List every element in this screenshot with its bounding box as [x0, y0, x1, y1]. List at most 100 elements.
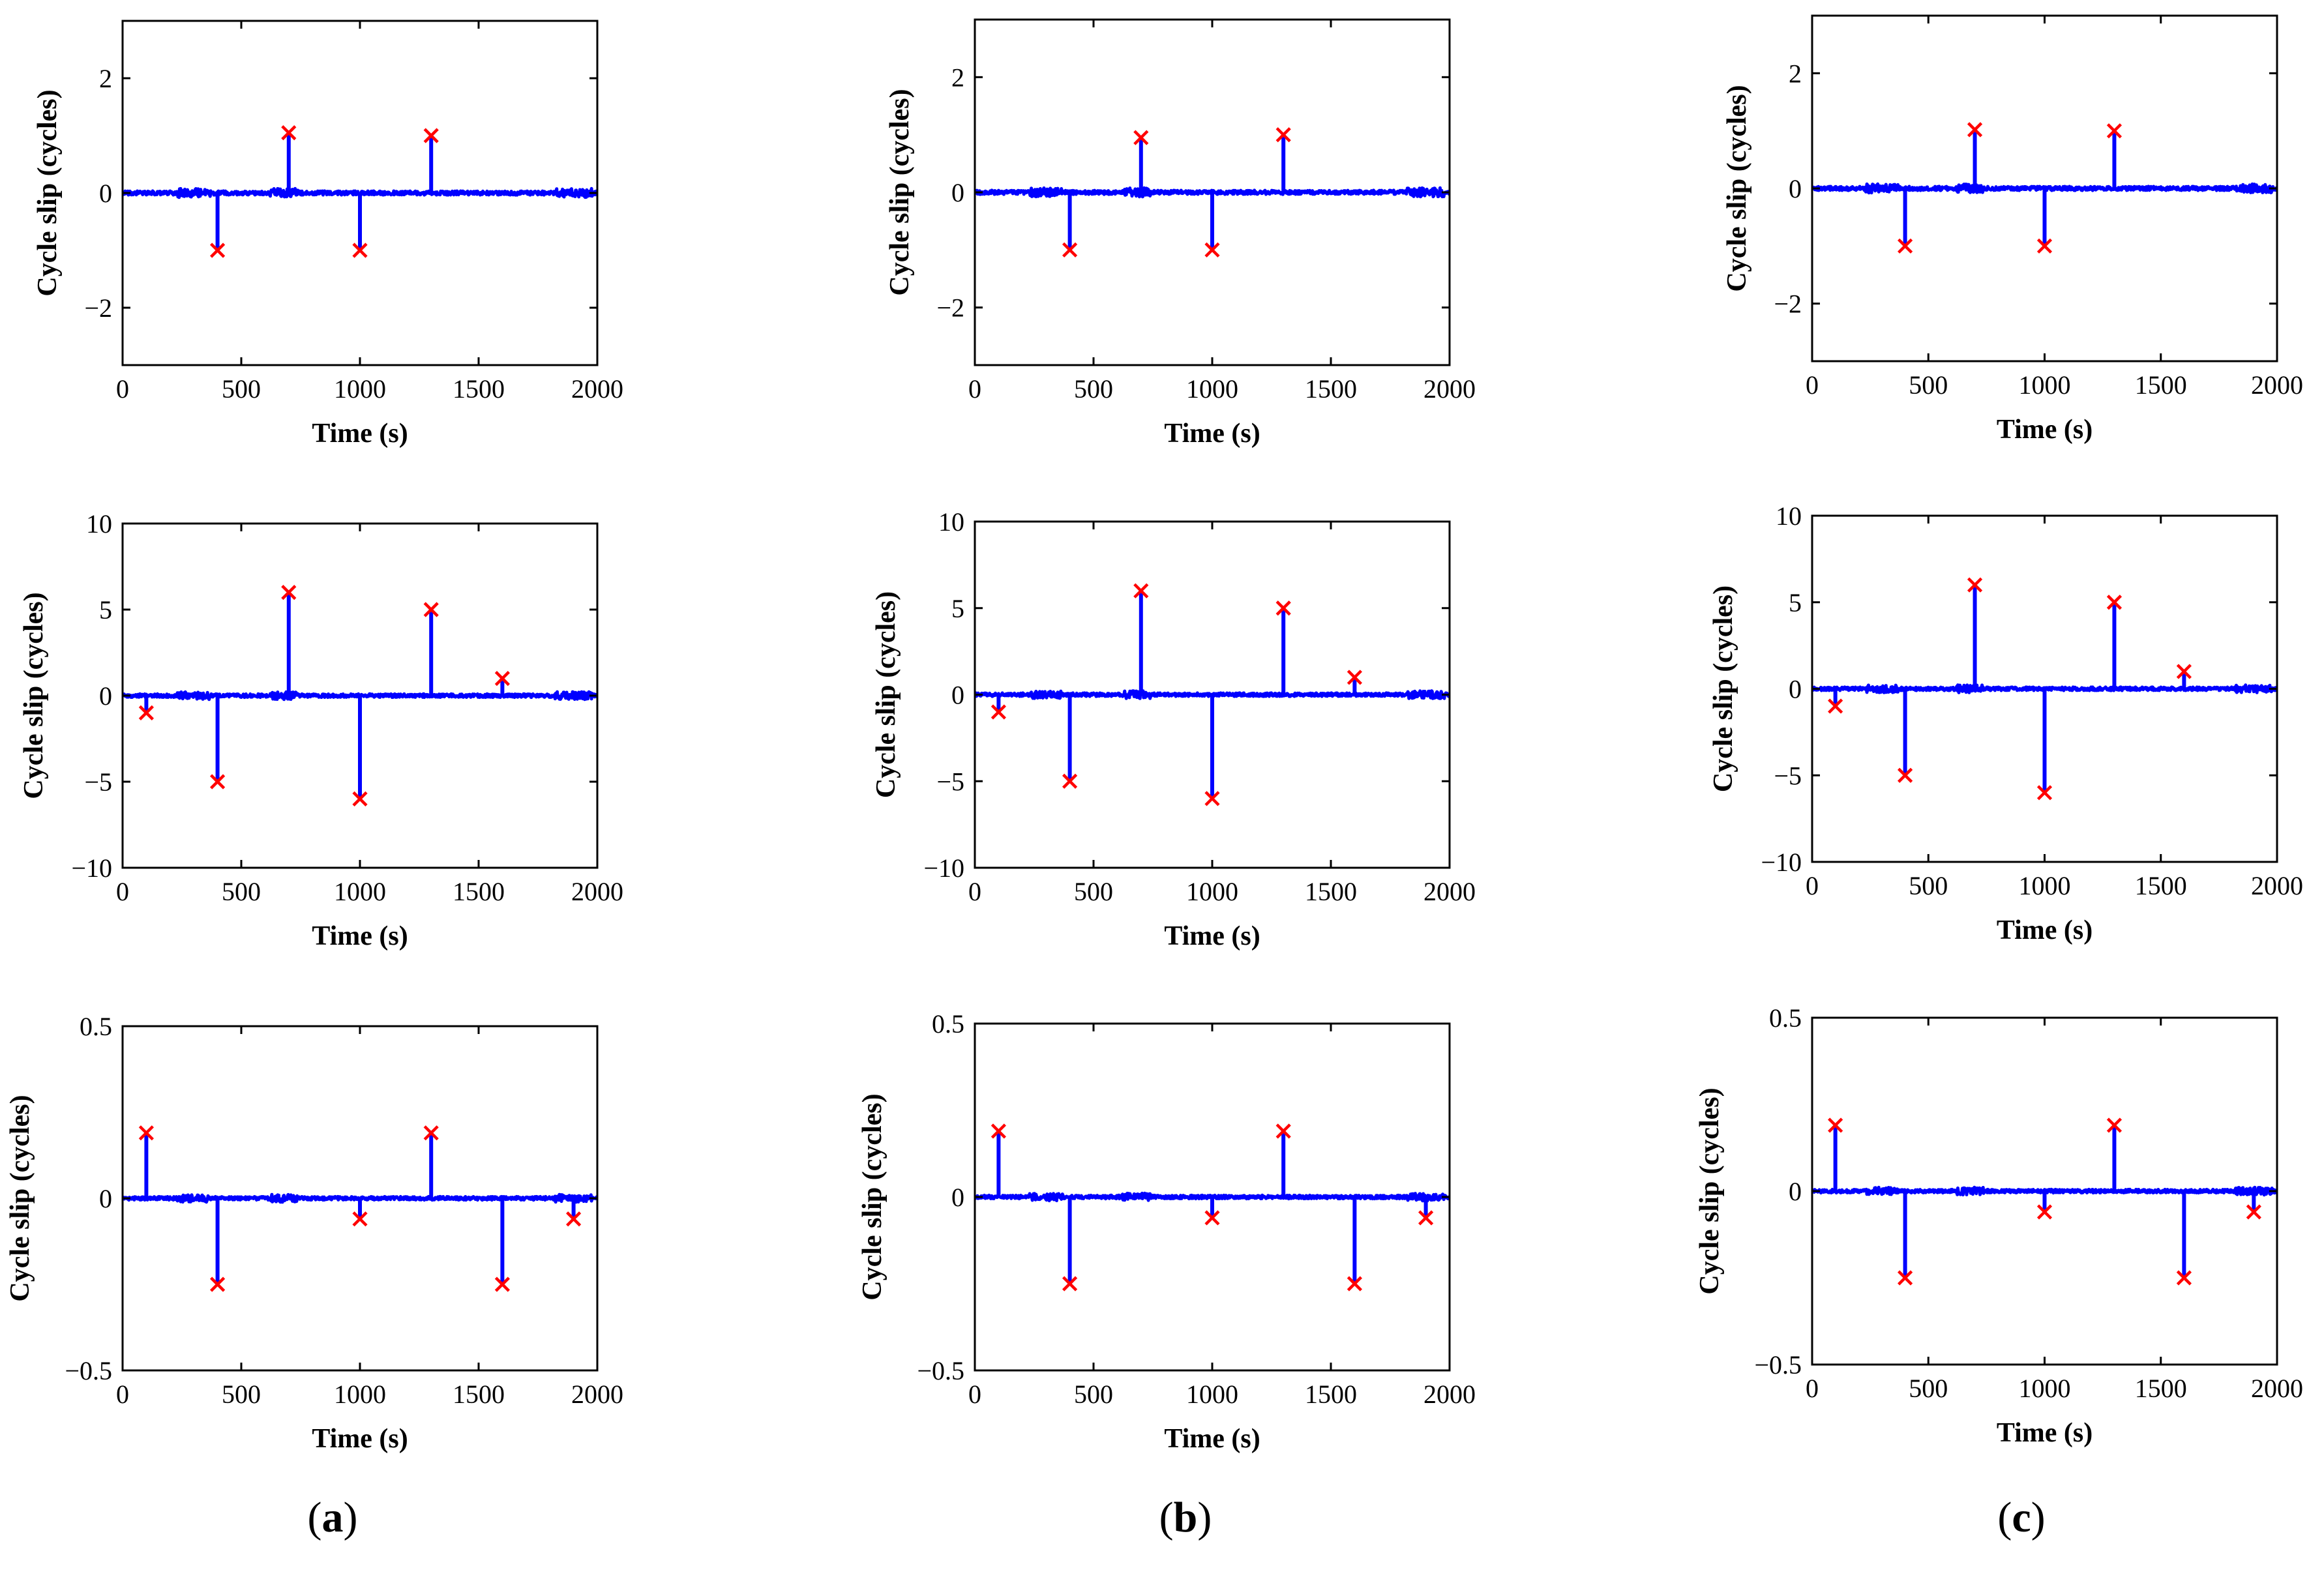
- x-tick-label: 500: [222, 374, 261, 404]
- x-tick-label: 0: [1806, 1374, 1819, 1403]
- slip-marker: [1967, 577, 1983, 593]
- y-tick-label: 0: [1789, 675, 1802, 704]
- panel-label-a: (a): [307, 1494, 358, 1541]
- slip-marker: [1275, 600, 1291, 616]
- y-axis-label: Cycle slip (cycles): [33, 89, 63, 296]
- slip-marker: [1967, 122, 1983, 138]
- x-tick-label: 1500: [453, 1380, 505, 1409]
- x-axis-label: Time (s): [1164, 1424, 1260, 1454]
- x-tick-label: 500: [1074, 374, 1113, 404]
- x-axis-label: Time (s): [1164, 419, 1260, 449]
- slip-marker: [1204, 791, 1220, 806]
- x-tick-label: 500: [1074, 877, 1113, 906]
- slip-marker: [2176, 664, 2192, 679]
- slip-marker: [138, 705, 154, 720]
- y-tick-label: −0.5: [1754, 1350, 1802, 1380]
- x-tick-label: 1500: [2135, 1374, 2187, 1403]
- x-tick-label: 2000: [1423, 877, 1476, 906]
- slip-marker: [423, 128, 439, 143]
- x-tick-label: 0: [116, 1380, 129, 1409]
- slip-marker: [494, 1277, 510, 1292]
- signal-line: [1812, 1185, 2277, 1197]
- slip-marker: [1898, 1270, 1913, 1286]
- x-tick-label: 1500: [1305, 1380, 1357, 1409]
- slip-marker: [494, 671, 510, 687]
- x-tick-label: 1500: [2135, 370, 2187, 400]
- y-tick-label: −5: [1774, 761, 1802, 790]
- panel-label-c: (c): [1997, 1494, 2046, 1541]
- x-tick-label: 1000: [2019, 871, 2071, 900]
- y-tick-label: 2: [951, 63, 964, 92]
- y-tick-label: −2: [1774, 289, 1802, 319]
- x-tick-label: 0: [116, 374, 129, 404]
- x-tick-label: 1500: [1305, 877, 1357, 906]
- x-tick-label: 1000: [1186, 877, 1238, 906]
- y-tick-label: 0.5: [80, 1012, 112, 1041]
- y-axis-label: Cycle slip (cycles): [1722, 85, 1752, 291]
- x-tick-label: 0: [1806, 871, 1819, 900]
- x-tick-label: 0: [968, 374, 981, 404]
- slip-marker: [1062, 1276, 1078, 1292]
- y-tick-label: 0: [1789, 1177, 1802, 1206]
- x-tick-label: 1500: [453, 374, 505, 404]
- slip-marker: [2106, 595, 2123, 610]
- x-tick-label: 0: [968, 877, 981, 906]
- slip-marker: [991, 1123, 1006, 1139]
- slip-marker: [1062, 773, 1078, 789]
- subplot-b1: 0 500 1000 1500 2000 −2 0 2 Time (s) Cycle slip (…: [885, 18, 1476, 449]
- slip-marker: [2246, 1204, 2261, 1220]
- slip-marker: [1204, 1210, 1220, 1226]
- x-tick-label: 500: [1074, 1380, 1113, 1409]
- x-tick-label: 500: [1909, 370, 1948, 400]
- subplot-b2: 0 500 1000 1500 2000 −10 −5 0 5 10 Time (s) Cycle s…: [871, 507, 1476, 951]
- slip-marker: [2106, 1117, 2123, 1133]
- y-tick-label: 0: [99, 179, 112, 208]
- y-tick-label: −0.5: [917, 1356, 964, 1385]
- slip-marker: [210, 1277, 226, 1292]
- slip-marker: [1898, 238, 1913, 254]
- x-tick-label: 2000: [571, 1380, 623, 1409]
- y-tick-label: −10: [923, 853, 964, 883]
- slip-marker: [281, 125, 297, 141]
- slip-marker: [423, 1125, 439, 1141]
- slip-marker: [2036, 238, 2053, 254]
- slip-marker: [281, 585, 297, 600]
- panel-label-b: (b): [1159, 1494, 1212, 1541]
- x-axis-label: Time (s): [312, 419, 408, 449]
- x-axis-label: Time (s): [312, 1424, 408, 1454]
- x-tick-label: 1000: [1186, 374, 1238, 404]
- y-tick-label: 0.5: [932, 1009, 964, 1039]
- y-axis-label: Cycle slip (cycles): [885, 89, 915, 295]
- y-tick-label: −2: [936, 293, 964, 323]
- y-tick-label: 2: [99, 64, 112, 93]
- x-tick-label: 2000: [571, 877, 623, 906]
- y-tick-label: 0: [99, 681, 112, 711]
- y-tick-label: 10: [1776, 501, 1802, 531]
- slip-marker: [991, 704, 1006, 720]
- subplot-a1: 0 500 1000 1500 2000 −2 0 2 Time (s) Cycle slip (…: [33, 20, 623, 449]
- x-axis-label: Time (s): [312, 921, 408, 951]
- x-tick-label: 500: [222, 1380, 261, 1409]
- y-tick-label: −2: [84, 293, 112, 323]
- slip-marker: [1133, 583, 1149, 598]
- x-tick-label: 1000: [334, 374, 386, 404]
- slip-marker: [2106, 123, 2123, 139]
- y-tick-label: 0: [1789, 174, 1802, 203]
- y-tick-label: −5: [84, 767, 112, 797]
- y-tick-label: 5: [1789, 588, 1802, 617]
- x-tick-label: 2000: [1423, 374, 1476, 404]
- y-axis-label: Cycle slip (cycles): [1708, 585, 1738, 792]
- y-tick-label: 0: [99, 1184, 112, 1213]
- slip-marker: [1275, 127, 1291, 143]
- x-tick-label: 0: [1806, 370, 1819, 400]
- y-axis-label: Cycle slip (cycles): [19, 592, 49, 799]
- slip-marker: [1828, 1117, 1843, 1133]
- slip-marker: [1062, 242, 1078, 258]
- x-tick-label: 2000: [1423, 1380, 1476, 1409]
- x-tick-label: 1000: [334, 1380, 386, 1409]
- slip-marker: [352, 243, 368, 258]
